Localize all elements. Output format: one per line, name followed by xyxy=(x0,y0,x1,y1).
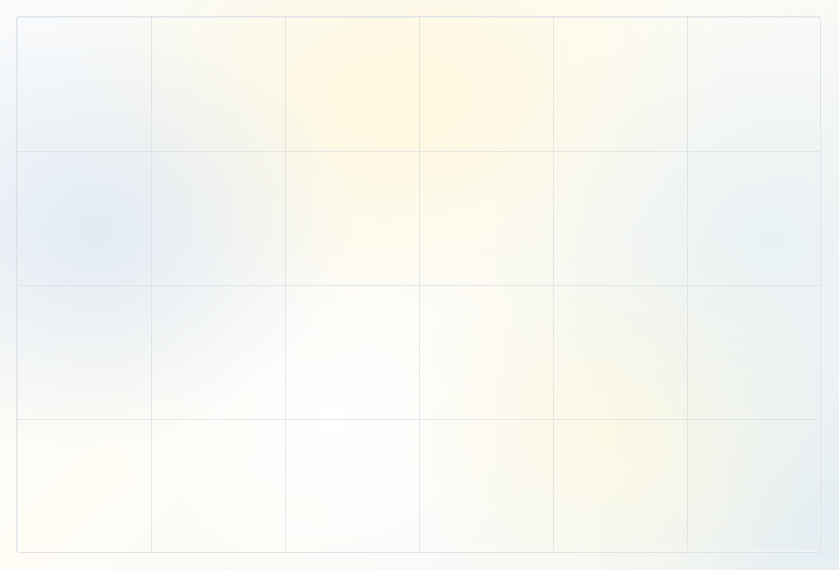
grid-cell-r3-c3 xyxy=(285,285,419,419)
grid-cell-r2-c2 xyxy=(151,151,285,285)
grid-cell-r2-c3 xyxy=(285,151,419,285)
grid-cell-r1-c3 xyxy=(285,17,419,151)
grid-cell-r1-c2 xyxy=(151,17,285,151)
grid-cell-r1-c4 xyxy=(419,17,553,151)
grid-cell-r3-c1 xyxy=(17,285,151,419)
grid-cell-r4-c2 xyxy=(151,419,285,554)
grid-cell-r4-c5 xyxy=(553,419,687,554)
grid-cell-r2-c1 xyxy=(17,151,151,285)
grid-cell-r3-c4 xyxy=(419,285,553,419)
grid-cell-r3-c5 xyxy=(553,285,687,419)
grid-cell-r3-c6 xyxy=(687,285,822,419)
grid-cell-r4-c6 xyxy=(687,419,822,554)
grid-cell-r4-c3 xyxy=(285,419,419,554)
grid-frame xyxy=(16,16,821,553)
grid-cell-r2-c5 xyxy=(553,151,687,285)
grid-cell-r4-c4 xyxy=(419,419,553,554)
grid-cell-r1-c6 xyxy=(687,17,822,151)
grid-cell-r1-c5 xyxy=(553,17,687,151)
grid-cell-r2-c6 xyxy=(687,151,822,285)
grid-cell-r1-c1 xyxy=(17,17,151,151)
grid-cell-r4-c1 xyxy=(17,419,151,554)
grid-cell-r2-c4 xyxy=(419,151,553,285)
grid-cell-r3-c2 xyxy=(151,285,285,419)
